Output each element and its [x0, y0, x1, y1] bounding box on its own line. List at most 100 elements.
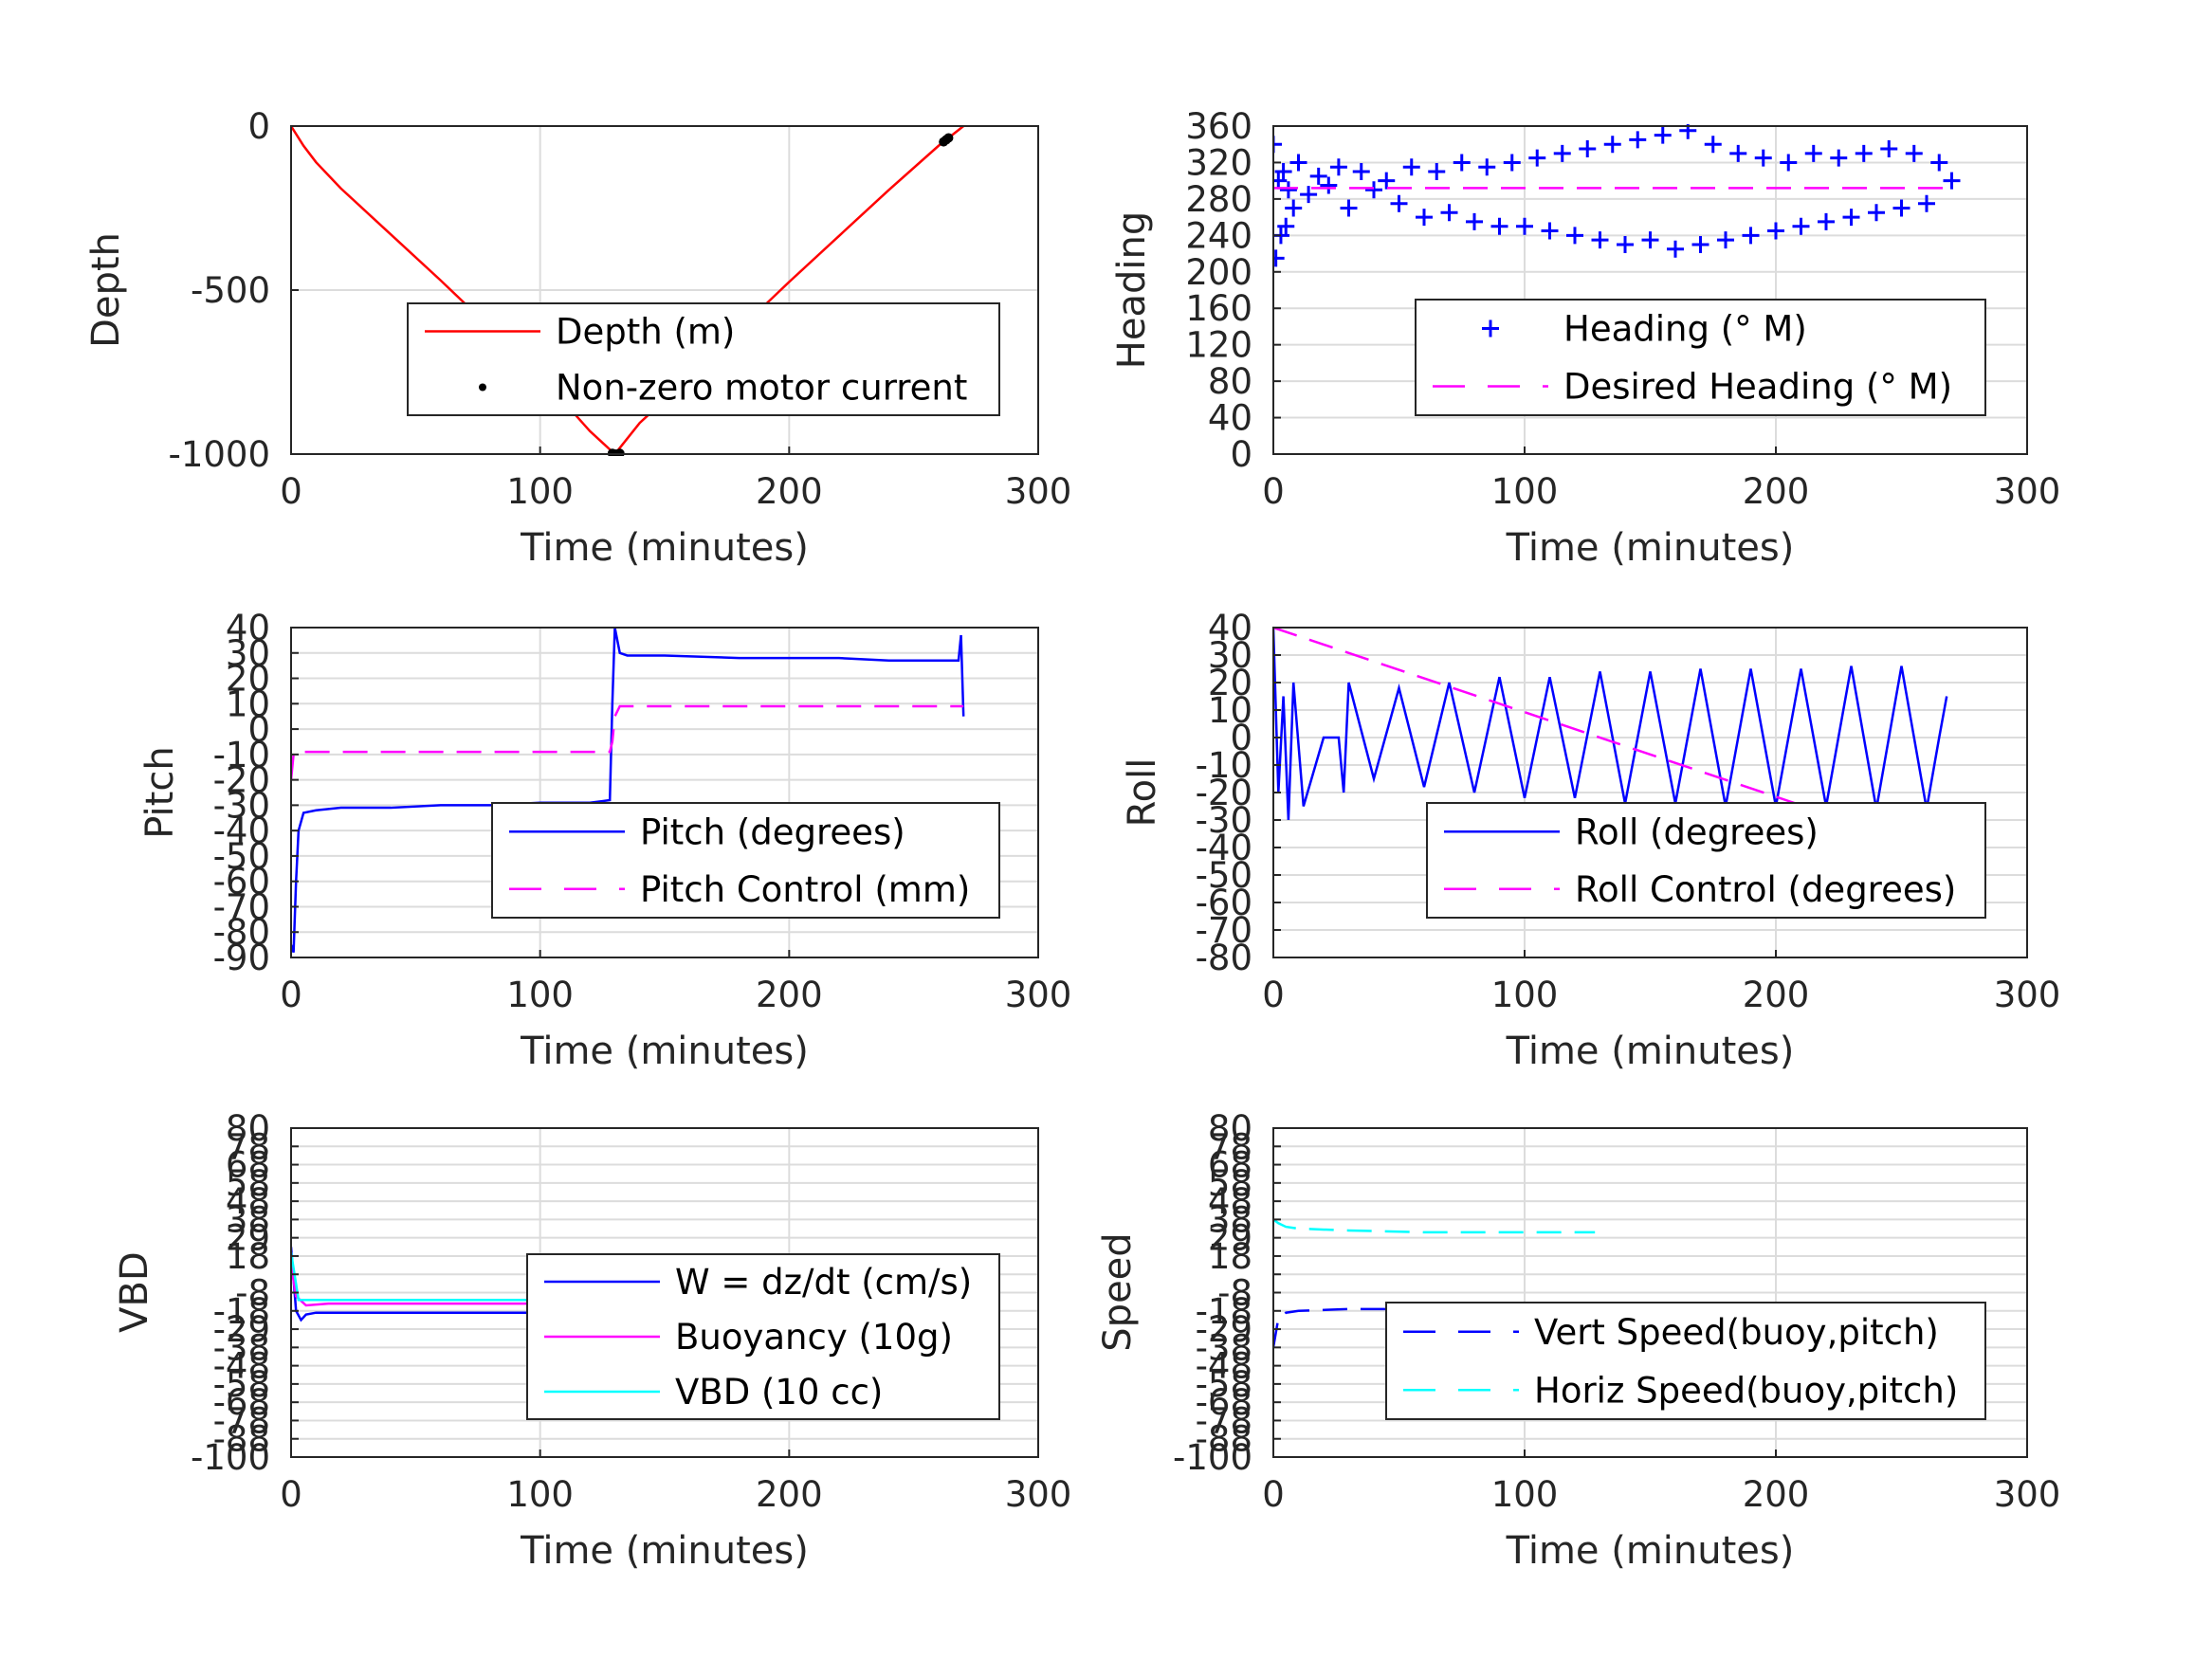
heading-ytick-label: 40 — [1208, 398, 1252, 439]
pitch-ytick-label: -20 — [213, 760, 270, 801]
heading-series-0-point — [1516, 217, 1533, 235]
depth-xtick-label: 0 — [280, 471, 302, 512]
roll-ytick-label: -70 — [1196, 910, 1252, 951]
heading-series-0-point — [1285, 199, 1303, 217]
speed-ytick-label: -38 — [1196, 1327, 1252, 1368]
vbd-ytick-label: -18 — [213, 1291, 270, 1332]
pitch-ytick-label: -10 — [213, 735, 270, 775]
heading-series-0-point — [1691, 235, 1709, 253]
speed-xtick-label: 0 — [1262, 1474, 1285, 1515]
heading-series-0-point — [1742, 227, 1760, 245]
heading-axes-box — [1272, 125, 2028, 455]
pitch-ylabel: Pitch — [138, 746, 182, 838]
speed-series-1-line — [1273, 1218, 1596, 1234]
heading-ytick-label: 280 — [1185, 179, 1252, 220]
roll-ytick-label: -30 — [1196, 800, 1252, 841]
depth-series-1-point — [943, 133, 954, 143]
heading-series-0-point — [1667, 240, 1684, 258]
speed-ytick-label: 80 — [1208, 1108, 1252, 1149]
pitch-ytick-label: 20 — [226, 659, 270, 700]
heading-series-0-point — [1566, 227, 1583, 245]
speed-legend-label: Vert Speed(buoy,pitch) — [1534, 1312, 1939, 1353]
speed-ylabel: Speed — [1096, 1232, 1140, 1351]
vbd-ytick-label: 38 — [226, 1199, 270, 1240]
speed-chart: 0 100 200 300 -100-88-78-68-58-48-38-29-18-8… — [1096, 1108, 2060, 1573]
heading-series-0-point — [1892, 199, 1910, 217]
vbd-xlabel: Time (minutes) — [520, 1529, 809, 1573]
pitch-axes-box — [290, 627, 1039, 958]
roll-series-0-line — [1273, 627, 1948, 821]
heading-series-0-point — [1273, 172, 1288, 190]
vbd-ytick-label: 68 — [226, 1145, 270, 1186]
pitch-xtick-label: 200 — [756, 975, 823, 1015]
speed-ytick-label: 58 — [1208, 1163, 1252, 1204]
speed-ytick-label: -58 — [1196, 1364, 1252, 1405]
heading-series-0-point — [1704, 136, 1722, 154]
heading-series-0-point — [1300, 186, 1318, 204]
roll-ytick-label: 30 — [1208, 635, 1252, 676]
vbd-xtick-label: 200 — [756, 1474, 823, 1515]
vbd-ytick-label: -68 — [213, 1382, 270, 1423]
vbd-ytick-label: 58 — [226, 1163, 270, 1204]
roll-xtick-label: 300 — [1994, 975, 2061, 1015]
heading-series-0-point — [1617, 235, 1634, 253]
heading-series-0-point — [1629, 131, 1647, 149]
roll-ytick-label: -10 — [1196, 745, 1252, 786]
depth-ylabel: Depth — [84, 232, 128, 348]
roll-legend-label: Roll (degrees) — [1575, 811, 1819, 852]
heading-series-0-point — [1352, 163, 1370, 181]
roll-ytick-label: -60 — [1196, 883, 1252, 923]
roll-ytick-label: 0 — [1230, 718, 1252, 758]
heading-series-0-point — [1320, 176, 1338, 194]
vbd-xtick-label: 0 — [280, 1474, 302, 1515]
speed-legend-box — [1385, 1302, 1986, 1420]
pitch-ytick-label: -30 — [213, 785, 270, 826]
heading-series-0-point — [1654, 126, 1672, 144]
vbd-ytick-label: 18 — [226, 1236, 270, 1277]
depth-xtick-label: 200 — [756, 471, 823, 512]
heading-xtick-label: 200 — [1743, 471, 1810, 512]
vbd-ytick-label: 48 — [226, 1181, 270, 1222]
heading-ytick-label: 200 — [1185, 252, 1252, 293]
heading-series-0-point — [1641, 231, 1659, 249]
heading-ytick-label: 240 — [1185, 215, 1252, 256]
pitch-legend-label: Pitch (degrees) — [640, 811, 905, 852]
vbd-ytick-label: -38 — [213, 1327, 270, 1368]
speed-ytick-label: 38 — [1208, 1199, 1252, 1240]
pitch-xlabel: Time (minutes) — [520, 1030, 809, 1073]
depth-xlabel: Time (minutes) — [520, 526, 809, 570]
pitch-ytick-label: -60 — [213, 862, 270, 902]
speed-ytick-label: 29 — [1208, 1218, 1252, 1259]
heading-series-0-point — [1717, 231, 1734, 249]
roll-xlabel: Time (minutes) — [1506, 1030, 1795, 1073]
roll-legend-label: Roll Control (degrees) — [1575, 869, 1956, 910]
depth-legend-marker — [479, 383, 486, 392]
heading-series-0-point — [1440, 204, 1458, 222]
pitch-legend-box — [491, 802, 1000, 919]
roll-ytick-label: -40 — [1196, 828, 1252, 868]
depth-ytick-label: -1000 — [168, 434, 270, 475]
pitch-legend: Pitch (degrees) Pitch Control (mm) — [491, 802, 1000, 919]
heading-series-0-point — [1528, 149, 1546, 167]
roll-ytick-label: -20 — [1196, 773, 1252, 813]
heading-series-0-point — [1478, 158, 1496, 176]
speed-ytick-label: -100 — [1173, 1437, 1252, 1478]
heading-series-0-point — [1277, 217, 1295, 235]
speed-xtick-label: 200 — [1743, 1474, 1810, 1515]
heading-series-0-point — [1679, 124, 1697, 139]
pitch-ytick-label: -90 — [213, 938, 270, 978]
pitch-ytick-label: -40 — [213, 811, 270, 851]
heading-series-0-point — [1340, 199, 1358, 217]
speed-xtick-label: 300 — [1994, 1474, 2061, 1515]
heading-series-0-point — [1553, 144, 1571, 162]
pitch-ytick-label: 10 — [226, 684, 270, 724]
heading-series-0-point — [1855, 144, 1873, 162]
pitch-xtick-label: 0 — [280, 975, 302, 1015]
vbd-legend-label: VBD (10 cc) — [675, 1372, 883, 1413]
heading-xtick-label: 100 — [1491, 471, 1559, 512]
speed-ytick-label: 68 — [1208, 1145, 1252, 1186]
heading-series-0-point — [1309, 167, 1327, 185]
heading-series-0-point — [1818, 212, 1835, 230]
roll-chart: 0 100 200 300-80-70-60-50-40-30-20-10010203… — [1121, 608, 2060, 1073]
heading-ytick-label: 160 — [1185, 288, 1252, 329]
